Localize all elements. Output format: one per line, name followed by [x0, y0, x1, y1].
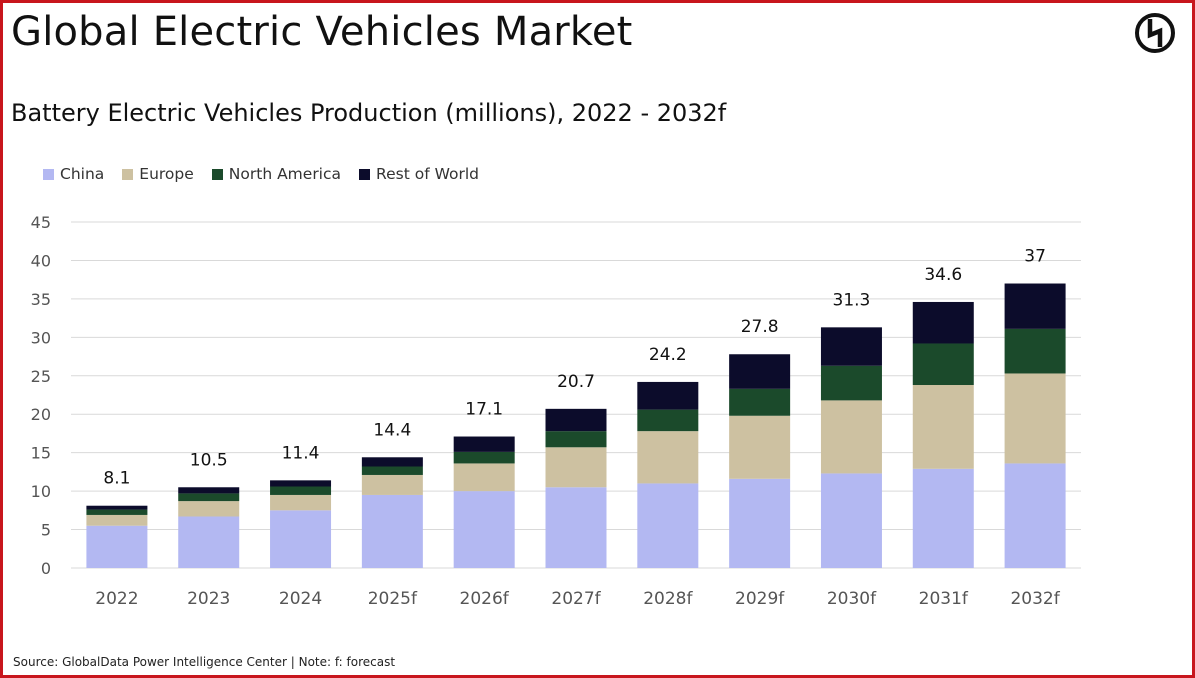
chart-legend: China Europe North America Rest of World [43, 165, 497, 183]
bar-rest-of-world [729, 354, 791, 389]
bar-rest-of-world [912, 301, 974, 344]
bar-europe [1004, 373, 1066, 464]
x-tick-label: 2026f [460, 589, 510, 609]
total-label: 27.8 [741, 317, 779, 337]
legend-label-north-america: North America [228, 165, 342, 183]
bar-north-america [86, 509, 148, 515]
bar-europe [912, 385, 974, 469]
bar-rest-of-world [361, 457, 423, 467]
bar-north-america [820, 365, 882, 401]
bar-china [637, 483, 699, 568]
bar-china [453, 491, 515, 568]
x-tick-label: 2025f [368, 589, 418, 609]
total-label: 14.4 [373, 420, 411, 440]
y-tick-label: 20 [31, 405, 51, 424]
y-tick-label: 15 [31, 444, 51, 463]
bar-europe [729, 415, 791, 479]
x-tick-label: 2029f [735, 589, 785, 609]
total-label: 37 [1024, 247, 1046, 267]
chart-subtitle: Battery Electric Vehicles Production (mi… [11, 99, 727, 127]
x-tick-label: 2023 [187, 589, 230, 609]
legend-swatch-north-america [211, 168, 223, 180]
bar-europe [361, 474, 423, 495]
y-tick-label: 10 [31, 482, 51, 501]
legend-swatch-europe [122, 168, 134, 180]
legend-item-china: China [43, 165, 104, 183]
legend-label-china: China [60, 165, 105, 183]
x-tick-label: 2028f [643, 589, 693, 609]
bar-rest-of-world [453, 436, 515, 452]
x-tick-label: 2024 [279, 589, 322, 609]
bar-europe [545, 447, 607, 488]
x-tick-label: 2032f [1010, 589, 1060, 609]
total-label: 10.5 [190, 450, 228, 470]
total-label: 31.3 [833, 290, 871, 310]
bar-rest-of-world [820, 327, 882, 366]
y-tick-label: 5 [41, 521, 51, 540]
y-tick-label: 0 [41, 559, 51, 578]
bar-north-america [361, 466, 423, 475]
bar-rest-of-world [545, 408, 607, 432]
page-title: Global Electric Vehicles Market [11, 9, 633, 55]
bar-north-america [270, 486, 332, 495]
bar-europe [86, 514, 148, 526]
bar-europe [178, 501, 240, 517]
bar-chart: 0 5 10 15 20 25 30 35 40 45 8.1 2022 10.5 2023 11.4 202… [31, 213, 1081, 609]
bar-north-america [178, 493, 240, 502]
y-tick-label: 30 [31, 328, 51, 347]
x-tick-label: 2030f [827, 589, 877, 609]
x-tick-label: 2022 [95, 589, 138, 609]
bar-china [729, 478, 791, 568]
bar-north-america [453, 451, 515, 464]
bar-north-america [912, 343, 974, 386]
bar-china [86, 525, 148, 568]
bar-rest-of-world [178, 487, 240, 494]
bar-china [361, 494, 423, 568]
bar-rest-of-world [270, 480, 332, 487]
bar-china [270, 510, 332, 568]
bar-north-america [637, 409, 699, 432]
total-label: 11.4 [282, 443, 320, 463]
y-tick-label: 45 [31, 213, 51, 232]
bar-north-america [1004, 328, 1066, 374]
bar-china [545, 487, 607, 568]
legend-label-rest-of-world: Rest of World [376, 165, 479, 183]
globaldata-logo-icon [1135, 13, 1175, 53]
x-tick-label: 2031f [919, 589, 969, 609]
bar-rest-of-world [86, 505, 148, 510]
legend-item-europe: Europe [122, 165, 194, 183]
bar-rest-of-world [637, 381, 699, 410]
total-label: 34.6 [924, 265, 962, 285]
y-tick-label: 25 [31, 367, 51, 386]
bar-china [178, 516, 240, 568]
legend-swatch-china [43, 168, 54, 180]
bar-china [1004, 463, 1066, 568]
bar-rest-of-world [1004, 283, 1066, 329]
total-label: 8.1 [103, 469, 130, 489]
bar-north-america [729, 388, 791, 416]
legend-item-north-america: North America [211, 165, 342, 183]
y-tick-label: 40 [31, 251, 51, 270]
x-tick-label: 2027f [551, 589, 601, 609]
bar-china [820, 473, 882, 568]
legend-label-europe: Europe [139, 165, 194, 183]
legend-swatch-rest-of-world [359, 168, 371, 180]
total-label: 17.1 [465, 400, 503, 420]
legend-item-rest-of-world: Rest of World [359, 165, 479, 183]
bar-north-america [545, 431, 607, 448]
bar-europe [820, 400, 882, 474]
bar-europe [270, 494, 332, 511]
total-label: 20.7 [557, 372, 595, 392]
source-note: Source: GlobalData Power Intelligence Ce… [13, 655, 396, 669]
bar-europe [637, 431, 699, 484]
bar-europe [453, 463, 515, 492]
bar-china [912, 468, 974, 568]
total-label: 24.2 [649, 345, 687, 365]
y-tick-label: 35 [31, 290, 51, 309]
